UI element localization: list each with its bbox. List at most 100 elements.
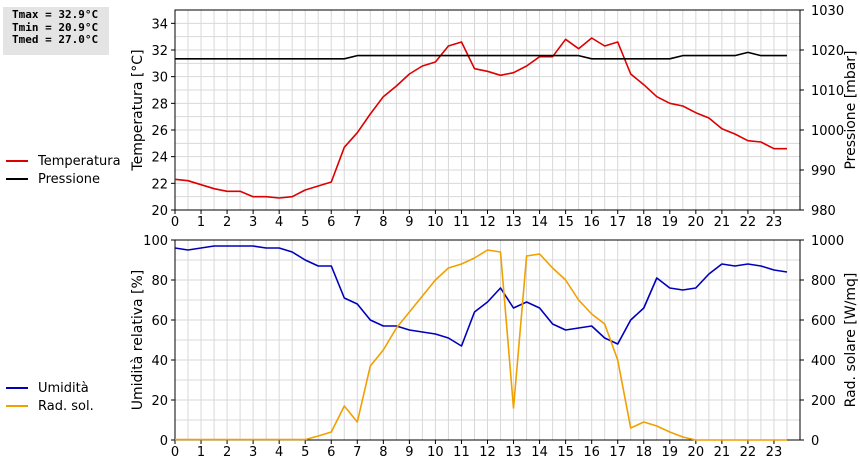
legend-item-umidita: Umidità [6, 379, 94, 397]
x-tick-label: 23 [766, 445, 783, 460]
legend-swatch-pressione [6, 178, 28, 180]
series-line-umidita [174, 245, 788, 347]
y-tick-label-left: 80 [151, 274, 168, 289]
y-tick-label-left: 20 [151, 394, 168, 409]
series-line-rad-sol [175, 249, 787, 441]
y-tick-label-left: 32 [151, 44, 168, 59]
y-tick-label-left: 0 [160, 434, 168, 449]
x-tick-label: 15 [557, 445, 574, 460]
x-tick-label: 10 [427, 445, 444, 460]
legend-label-temperatura: Temperatura [38, 153, 121, 169]
y-tick-label-left: 26 [151, 124, 168, 139]
x-tick-label: 7 [353, 215, 361, 230]
y-tick-label-left: 34 [151, 17, 168, 32]
x-tick-label: 8 [379, 445, 387, 460]
x-tick-label: 23 [766, 215, 783, 230]
x-tick-label: 17 [609, 445, 626, 460]
legend-item-temperatura: Temperatura [6, 152, 121, 170]
y-tick-label-right: 0 [811, 434, 819, 449]
x-tick-label: 16 [583, 215, 600, 230]
x-tick-label: 14 [531, 215, 548, 230]
y-tick-label-right: 990 [811, 164, 836, 179]
x-tick-label: 22 [740, 445, 757, 460]
x-tick-label: 2 [223, 215, 231, 230]
x-tick-label: 7 [353, 445, 361, 460]
x-tick-label: 1 [197, 445, 205, 460]
y-axis-title-left: Temperatura [°C] [130, 49, 146, 171]
y-tick-label-right: 1010 [811, 84, 844, 99]
y-tick-label-right: 200 [811, 394, 836, 409]
y-axis-title-right: Rad. solare [W/mq] [843, 273, 859, 408]
y-tick-label-left: 30 [151, 71, 168, 86]
x-tick-label: 19 [662, 215, 679, 230]
legend-swatch-rad-sol [6, 405, 28, 407]
y-axis-title-right: Pressione [mbar] [843, 50, 859, 169]
legend-item-pressione: Pressione [6, 170, 121, 188]
y-tick-label-right: 400 [811, 354, 836, 369]
y-tick-label-right: 1030 [811, 4, 844, 19]
x-tick-label: 5 [301, 215, 309, 230]
grid [174, 239, 801, 441]
tmin-text: Tmin = 20.9°C [12, 20, 99, 34]
legend-top-chart: Temperatura Pressione [6, 152, 121, 188]
x-tick-label: 13 [505, 445, 522, 460]
x-tick-label: 0 [171, 445, 179, 460]
legend-swatch-temperatura [6, 160, 28, 162]
y-tick-label-right: 1000 [811, 124, 844, 139]
y-tick-label-left: 60 [151, 314, 168, 329]
x-tick-label: 15 [557, 215, 574, 230]
x-tick-label: 21 [714, 445, 731, 460]
y-tick-label-left: 22 [151, 177, 168, 192]
y-tick-label-right: 980 [811, 204, 836, 219]
temperature-pressure-chart: 0 1 2 3 4 5 6 7 8 9 10 11 12 13 14 15 16 17 18 19 20 21 22 2320… [130, 4, 859, 230]
y-tick-label-left: 28 [151, 97, 168, 112]
x-tick-label: 3 [249, 215, 257, 230]
x-tick-label: 19 [662, 445, 679, 460]
x-tick-label: 8 [379, 215, 387, 230]
temperature-stats-box: Tmax = 32.9°C Tmin = 20.9°C Tmed = 27.0°… [3, 7, 109, 55]
x-tick-label: 16 [583, 445, 600, 460]
x-tick-label: 11 [453, 215, 470, 230]
x-tick-label: 4 [275, 215, 283, 230]
x-tick-label: 13 [505, 215, 522, 230]
x-tick-label: 2 [223, 445, 231, 460]
legend-bottom-chart: Umidità Rad. sol. [6, 379, 94, 415]
legend-item-rad-sol: Rad. sol. [6, 397, 94, 415]
x-tick-label: 12 [479, 215, 496, 230]
x-tick-label: 17 [609, 215, 626, 230]
y-tick-label-left: 20 [151, 204, 168, 219]
y-tick-label-right: 1020 [811, 44, 844, 59]
y-tick-label-left: 100 [143, 234, 168, 249]
grid [174, 9, 801, 211]
x-tick-label: 11 [453, 445, 470, 460]
x-tick-label: 18 [635, 445, 652, 460]
y-axis-title-left: Umidità relativa [%] [130, 270, 146, 411]
series-line-temperatura [174, 37, 787, 199]
legend-swatch-umidita [6, 387, 28, 389]
x-tick-label: 12 [479, 445, 496, 460]
x-tick-label: 9 [405, 445, 413, 460]
x-tick-label: 18 [635, 215, 652, 230]
x-tick-label: 10 [427, 215, 444, 230]
x-tick-label: 0 [171, 215, 179, 230]
x-tick-label: 22 [740, 215, 757, 230]
y-tick-label-left: 40 [151, 354, 168, 369]
humidity-radiation-chart: 0 1 2 3 4 5 6 7 8 9 10 11 12 13 14 15 16 17 18 19 20 21 22 2302… [130, 234, 859, 460]
series-line-pressione [175, 51, 787, 60]
x-tick-label: 4 [275, 445, 283, 460]
x-tick-label: 6 [327, 215, 335, 230]
legend-label-umidita: Umidità [38, 380, 89, 396]
x-tick-label: 21 [714, 215, 731, 230]
x-tick-label: 1 [197, 215, 205, 230]
y-tick-label-right: 800 [811, 274, 836, 289]
y-tick-label-right: 600 [811, 314, 836, 329]
x-tick-label: 6 [327, 445, 335, 460]
tmax-text: Tmax = 32.9°C [12, 8, 99, 21]
tmed-text: Tmed = 27.0°C [12, 33, 99, 46]
x-tick-label: 20 [688, 215, 705, 230]
x-tick-label: 5 [301, 445, 309, 460]
legend-label-rad-sol: Rad. sol. [38, 398, 94, 414]
x-tick-label: 3 [249, 445, 257, 460]
